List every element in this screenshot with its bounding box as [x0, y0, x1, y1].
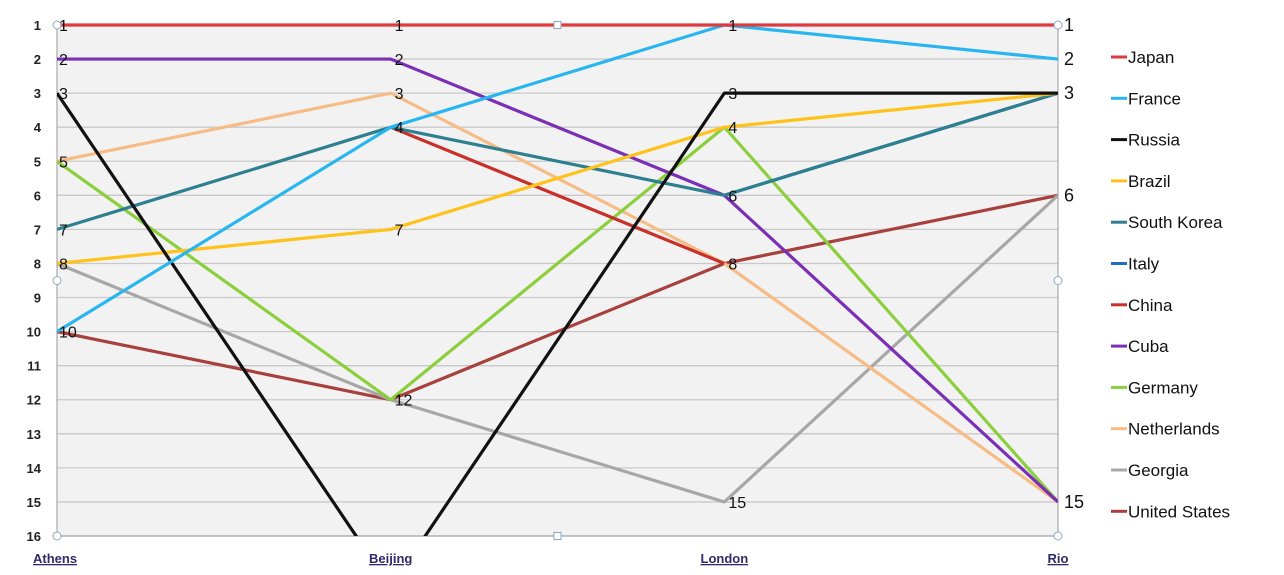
- data-label: 3: [395, 86, 404, 103]
- selection-handle: [1053, 20, 1063, 30]
- series-line-france: [57, 23, 1058, 333]
- data-label: 12: [395, 393, 413, 410]
- data-label: 7: [395, 222, 404, 239]
- data-label: 1: [728, 18, 737, 35]
- data-label: 3: [728, 86, 737, 103]
- data-label: 3: [1064, 83, 1074, 103]
- legend-label-china: China: [1128, 296, 1173, 315]
- legend-label-united-states: United States: [1128, 502, 1230, 521]
- y-tick-label: 1: [34, 18, 41, 33]
- selection-handle: [1053, 531, 1063, 541]
- selection-handle: [1053, 276, 1063, 285]
- series-line-germany: [57, 125, 1058, 503]
- selection-handle: [52, 276, 62, 285]
- y-tick-label: 8: [34, 256, 41, 271]
- data-label: 1: [1064, 15, 1074, 35]
- y-tick-label: 2: [34, 52, 41, 67]
- data-label: 6: [1064, 185, 1074, 205]
- plot-area: [57, 25, 1058, 536]
- data-label: 10: [59, 325, 77, 342]
- y-tick-label: 13: [27, 427, 41, 442]
- data-label: 4: [395, 120, 404, 137]
- legend-label-cuba: Cuba: [1128, 337, 1169, 356]
- y-tick-label: 16: [27, 529, 41, 544]
- selection-handle: [52, 531, 62, 541]
- x-tick-label: London: [701, 551, 749, 566]
- y-tick-label: 14: [27, 461, 42, 476]
- data-label: 1: [59, 18, 68, 35]
- series-line-russia: [57, 91, 1058, 536]
- y-tick-label: 4: [34, 120, 42, 135]
- y-tick-label: 12: [27, 393, 41, 408]
- legend-label-netherlands: Netherlands: [1128, 420, 1220, 439]
- data-label: 15: [728, 495, 746, 512]
- y-tick-label: 6: [34, 188, 41, 203]
- selection-handle: [553, 21, 562, 29]
- series-line-united-states: [57, 193, 1058, 402]
- data-label: 2: [59, 52, 68, 69]
- data-label: 8: [728, 256, 737, 273]
- y-tick-label: 15: [27, 495, 41, 510]
- y-tick-label: 11: [27, 359, 41, 374]
- legend-label-brazil: Brazil: [1128, 172, 1171, 191]
- y-tick-label: 7: [34, 222, 41, 237]
- data-label: 3: [59, 86, 68, 103]
- data-label: 4: [728, 120, 737, 137]
- x-tick-label: Beijing: [369, 551, 412, 566]
- data-label: 2: [395, 52, 404, 69]
- data-label: 8: [59, 256, 68, 273]
- legend-label-georgia: Georgia: [1128, 461, 1189, 480]
- legend-label-france: France: [1128, 89, 1181, 108]
- data-label: 2: [1064, 49, 1074, 69]
- y-tick-label: 5: [34, 154, 41, 169]
- x-tick-label: Rio: [1048, 551, 1069, 566]
- x-tick-label: Athens: [33, 551, 77, 566]
- y-tick-label: 9: [34, 291, 41, 306]
- legend-label-russia: Russia: [1128, 131, 1181, 150]
- legend-label-south-korea: South Korea: [1128, 213, 1223, 232]
- legend-label-italy: Italy: [1128, 255, 1160, 274]
- y-tick-label: 3: [34, 86, 41, 101]
- series-line-cuba: [57, 57, 1058, 504]
- selection-handle: [553, 532, 562, 540]
- data-label: 5: [59, 154, 68, 171]
- data-label: 6: [728, 188, 737, 205]
- data-label: 1: [395, 18, 404, 35]
- series-line-brazil: [57, 91, 1058, 266]
- data-label: 7: [59, 222, 68, 239]
- selection-handle: [52, 20, 62, 30]
- legend-label-germany: Germany: [1128, 378, 1198, 397]
- series-line-south-korea: [57, 91, 1058, 231]
- legend-label-japan: Japan: [1128, 48, 1174, 67]
- series-line-china: [390, 125, 725, 265]
- y-tick-label: 10: [27, 325, 41, 340]
- data-label: 15: [1064, 492, 1084, 512]
